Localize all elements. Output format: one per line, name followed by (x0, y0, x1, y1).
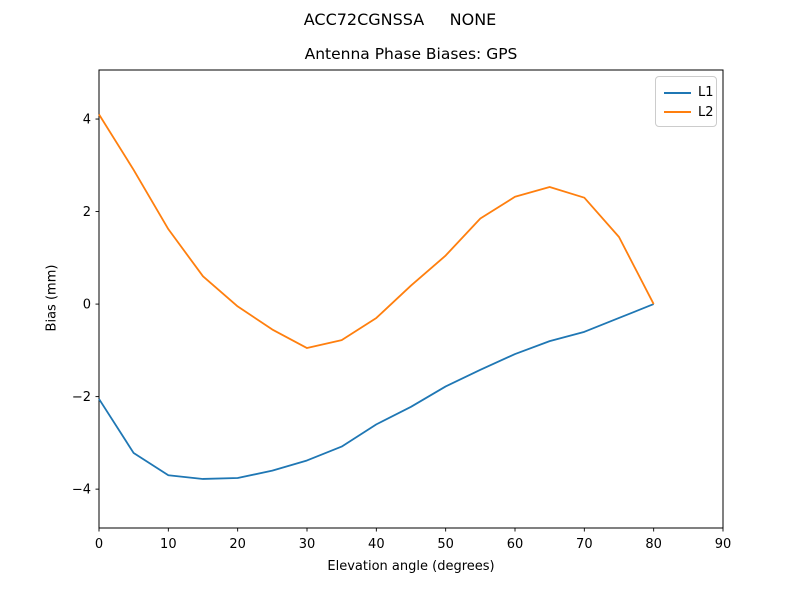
legend-entry-L2: L2 (664, 103, 714, 123)
x-tick-label: 40 (368, 537, 385, 552)
figure-suptitle: ACC72CGNSSA NONE (303, 10, 497, 29)
x-tick-label: 20 (229, 537, 246, 552)
legend-line-swatch (664, 111, 691, 114)
plot-border (98, 69, 724, 529)
x-axis-label: Elevation angle (degrees) (327, 559, 495, 574)
legend-label: L1 (698, 85, 714, 101)
x-tick-label: 50 (437, 537, 454, 552)
legend-entry-L1: L1 (664, 83, 714, 103)
legend-label: L2 (698, 104, 714, 120)
series-line-L2 (98, 113, 655, 349)
y-axis-ticks: −4 −2 0 2 4 (72, 113, 99, 498)
y-tick-label: −4 (72, 483, 91, 498)
x-tick-label: 30 (299, 537, 316, 552)
x-tick-label: 10 (160, 537, 177, 552)
chart-title: Antenna Phase Biases: GPS (304, 45, 518, 63)
x-tick-label: 60 (507, 537, 524, 552)
x-axis-ticks: 0 10 20 30 40 50 60 70 80 90 (95, 528, 731, 552)
y-tick-label: −2 (72, 390, 91, 405)
x-tick-label: 0 (95, 537, 103, 552)
x-tick-label: 70 (576, 537, 593, 552)
legend: L1 L2 (655, 76, 717, 127)
y-tick-label: 0 (83, 298, 91, 313)
legend-line-swatch (664, 91, 691, 94)
y-tick-label: 2 (83, 205, 91, 220)
y-tick-label: 4 (83, 113, 91, 128)
y-axis-label: Bias (mm) (44, 264, 60, 332)
x-tick-label: 90 (715, 537, 732, 552)
x-tick-label: 80 (645, 537, 662, 552)
series-line-L1 (98, 303, 655, 480)
